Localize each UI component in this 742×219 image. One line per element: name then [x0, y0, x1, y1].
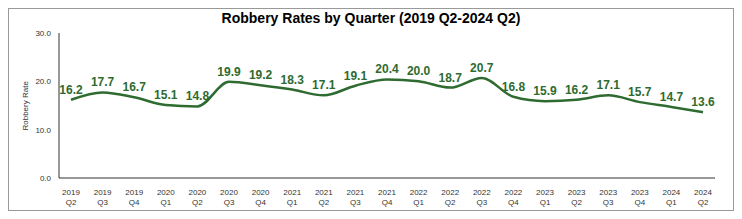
svg-text:15.9: 15.9 — [533, 84, 557, 98]
svg-text:2022: 2022 — [410, 188, 428, 197]
svg-text:15.1: 15.1 — [154, 88, 178, 102]
svg-text:Q3: Q3 — [476, 198, 487, 207]
svg-text:2019: 2019 — [94, 188, 112, 197]
svg-text:13.6: 13.6 — [691, 95, 715, 109]
svg-text:17.7: 17.7 — [91, 75, 115, 89]
svg-text:2024: 2024 — [694, 188, 712, 197]
svg-text:Q2: Q2 — [445, 198, 456, 207]
svg-text:30.0: 30.0 — [35, 29, 51, 38]
svg-text:19.2: 19.2 — [249, 68, 273, 82]
svg-text:2022: 2022 — [441, 188, 459, 197]
svg-text:2020: 2020 — [220, 188, 238, 197]
svg-text:Q2: Q2 — [571, 198, 582, 207]
svg-text:Robbery Rate: Robbery Rate — [21, 81, 30, 131]
svg-text:2021: 2021 — [315, 188, 333, 197]
svg-text:Q4: Q4 — [129, 198, 140, 207]
svg-text:20.0: 20.0 — [407, 64, 431, 78]
svg-text:2021: 2021 — [378, 188, 396, 197]
svg-text:15.7: 15.7 — [628, 85, 652, 99]
svg-text:18.3: 18.3 — [281, 73, 305, 87]
svg-text:20.0: 20.0 — [35, 77, 51, 86]
svg-text:16.8: 16.8 — [502, 80, 526, 94]
svg-text:2019: 2019 — [62, 188, 80, 197]
svg-text:16.2: 16.2 — [59, 83, 83, 97]
svg-text:16.2: 16.2 — [565, 83, 589, 97]
svg-text:2020: 2020 — [252, 188, 270, 197]
svg-text:Q1: Q1 — [413, 198, 424, 207]
svg-text:19.1: 19.1 — [344, 69, 368, 83]
svg-text:2023: 2023 — [536, 188, 554, 197]
svg-text:20.7: 20.7 — [470, 61, 494, 75]
svg-text:Q3: Q3 — [603, 198, 614, 207]
svg-text:2021: 2021 — [283, 188, 301, 197]
svg-text:18.7: 18.7 — [439, 71, 463, 85]
svg-text:Q2: Q2 — [698, 198, 709, 207]
svg-text:2022: 2022 — [505, 188, 523, 197]
svg-text:Q2: Q2 — [192, 198, 203, 207]
svg-text:Q2: Q2 — [318, 198, 329, 207]
svg-text:16.7: 16.7 — [123, 80, 147, 94]
svg-text:Q3: Q3 — [350, 198, 361, 207]
html-text:Robbery Rates by Quarter (2019: Robbery Rates by Quarter (2019 Q2-2024 Q… — [221, 10, 521, 26]
svg-text:0.0: 0.0 — [40, 174, 52, 183]
svg-text:Q1: Q1 — [160, 198, 171, 207]
svg-text:Q1: Q1 — [287, 198, 298, 207]
svg-text:Q4: Q4 — [382, 198, 393, 207]
svg-text:14.8: 14.8 — [186, 89, 210, 103]
svg-text:17.1: 17.1 — [312, 78, 336, 92]
svg-text:14.7: 14.7 — [660, 90, 684, 104]
svg-text:Q4: Q4 — [255, 198, 266, 207]
svg-text:Q4: Q4 — [634, 198, 645, 207]
svg-text:2023: 2023 — [631, 188, 649, 197]
svg-text:2024: 2024 — [663, 188, 681, 197]
svg-text:2023: 2023 — [568, 188, 586, 197]
svg-text:2023: 2023 — [599, 188, 617, 197]
svg-text:2021: 2021 — [347, 188, 365, 197]
svg-text:Q1: Q1 — [666, 198, 677, 207]
svg-text:Q4: Q4 — [508, 198, 519, 207]
svg-text:17.1: 17.1 — [597, 78, 621, 92]
svg-text:Q3: Q3 — [97, 198, 108, 207]
svg-text:2020: 2020 — [157, 188, 175, 197]
svg-text:Q1: Q1 — [540, 198, 551, 207]
svg-text:Q3: Q3 — [224, 198, 235, 207]
svg-text:20.4: 20.4 — [375, 62, 399, 76]
svg-text:19.9: 19.9 — [217, 65, 241, 79]
svg-text:2020: 2020 — [189, 188, 207, 197]
svg-text:10.0: 10.0 — [35, 126, 51, 135]
svg-text:2022: 2022 — [473, 188, 491, 197]
svg-text:Q2: Q2 — [66, 198, 77, 207]
svg-text:2019: 2019 — [125, 188, 143, 197]
